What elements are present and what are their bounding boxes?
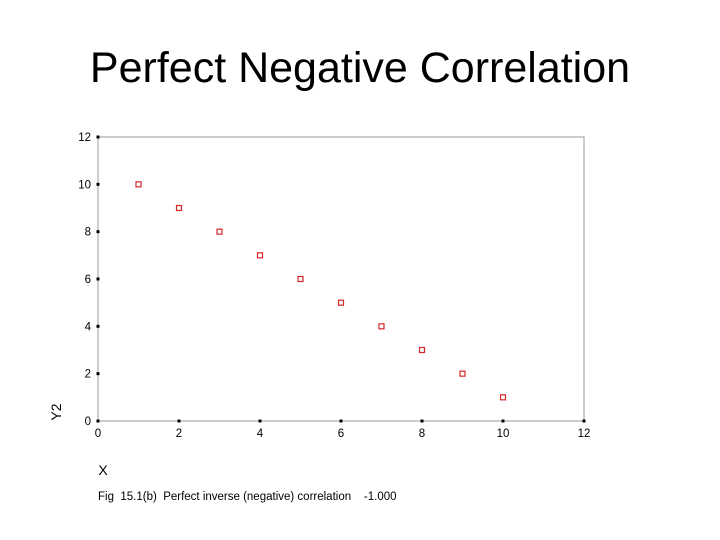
- x-tick-label: 8: [419, 428, 425, 440]
- y-tick-label: 8: [85, 227, 91, 239]
- x-tick-label: 2: [176, 428, 182, 440]
- y-axis-label: Y2: [48, 403, 64, 420]
- figure-caption: Fig 15.1(b) Perfect inverse (negative) c…: [98, 491, 397, 503]
- y-tick-label: 12: [78, 132, 91, 144]
- data-point: [216, 228, 223, 235]
- data-point: [256, 252, 264, 259]
- y-tick-mark: [96, 277, 100, 281]
- x-tick-label: 12: [578, 428, 591, 440]
- x-tick-label: 6: [338, 428, 344, 440]
- x-tick-label: 4: [257, 428, 264, 440]
- y-tick-label: 4: [85, 321, 92, 333]
- data-point: [459, 370, 466, 377]
- y-tick-mark: [96, 324, 100, 328]
- plot-frame: [97, 136, 585, 422]
- y-tick-label: 0: [85, 416, 91, 428]
- x-tick-label: 10: [497, 428, 510, 440]
- data-point: [135, 181, 142, 188]
- data-point: [175, 204, 183, 212]
- y-tick-mark: [96, 372, 100, 376]
- x-tick-label: 0: [95, 428, 101, 440]
- y-tick-label: 2: [85, 369, 91, 381]
- x-axis-label: X: [98, 462, 108, 478]
- x-tick-mark: [501, 419, 505, 423]
- x-tick-mark: [420, 419, 424, 423]
- y-tick-mark: [96, 230, 100, 234]
- x-tick-mark: [96, 419, 100, 423]
- y-tick-mark: [96, 135, 100, 139]
- slide-title: Perfect Negative Correlation: [89, 44, 631, 92]
- data-point: [499, 394, 507, 401]
- x-tick-mark: [339, 419, 343, 423]
- y-tick-label: 6: [85, 274, 91, 286]
- x-tick-mark: [582, 419, 586, 423]
- data-point: [297, 275, 304, 283]
- data-point: [418, 346, 426, 354]
- data-point: [337, 299, 345, 306]
- y-tick-mark: [96, 182, 100, 186]
- x-tick-mark: [258, 419, 262, 423]
- y-tick-label: 10: [78, 179, 91, 191]
- data-point: [378, 323, 385, 330]
- x-tick-mark: [177, 419, 181, 423]
